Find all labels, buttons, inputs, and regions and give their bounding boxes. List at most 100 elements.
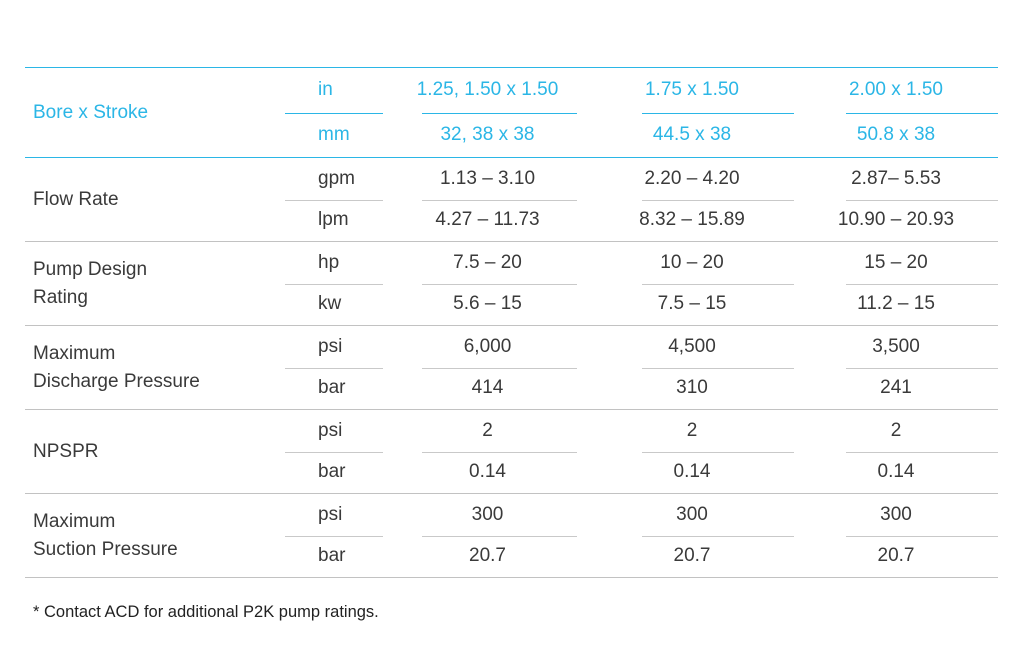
group-rule	[25, 493, 998, 494]
unit-label: lpm	[318, 209, 349, 231]
table-row: hp 7.5 – 20 10 – 20 15 – 20	[285, 242, 998, 284]
spec-group-label: NPSPR	[25, 410, 285, 493]
spec-group-label: Pump Design Rating	[25, 242, 285, 325]
row-divider	[846, 283, 998, 285]
row-divider	[285, 451, 383, 453]
table-cell: 414	[471, 377, 504, 399]
table-cell: 44.5 x 38	[652, 123, 732, 145]
unit-label: in	[318, 79, 333, 101]
row-divider	[422, 451, 577, 453]
table-row: lpm 4.27 – 11.73 8.32 – 15.89 10.90 – 20.93	[285, 199, 998, 242]
row-divider	[846, 367, 998, 369]
table-cell: 2	[686, 419, 698, 441]
table-row: kw 5.6 – 15 7.5 – 15 11.2 – 15	[285, 283, 998, 326]
spec-group-label-line: NPSPR	[33, 440, 99, 462]
table-cell: 1.75 x 1.50	[644, 79, 740, 101]
row-divider	[642, 535, 794, 537]
row-divider	[642, 199, 794, 201]
table-cell: 2.20 – 4.20	[644, 167, 740, 189]
bore-mm-row: mm 32, 38 x 38 44.5 x 38 50.8 x 38	[285, 112, 998, 158]
table-cell: 241	[880, 377, 912, 399]
spec-group-label-line: Rating	[33, 286, 88, 308]
table-row: bar 0.14 0.14 0.14	[285, 451, 998, 494]
row-divider	[422, 283, 577, 285]
table-cell: 2	[890, 419, 902, 441]
table-row: gpm 1.13 – 3.10 2.20 – 4.20 2.87– 5.53	[285, 158, 998, 200]
table-cell: 2	[482, 419, 493, 441]
bore-in-row: in 1.25, 1.50 x 1.50 1.75 x 1.50 2.00 x …	[285, 68, 998, 113]
row-divider	[422, 367, 577, 369]
table-cell: 15 – 20	[864, 251, 928, 273]
table-cell: 0.14	[469, 461, 506, 483]
table-row: psi 300 300 300	[285, 494, 998, 536]
table-row: psi 2 2 2	[285, 410, 998, 452]
spec-group-label: Flow Rate	[25, 158, 285, 241]
spec-group-label: Maximum Discharge Pressure	[25, 326, 285, 409]
row-divider	[285, 367, 383, 369]
spec-group-label-line: Suction Pressure	[33, 538, 178, 560]
row-divider	[642, 451, 794, 453]
table-cell: 3,500	[872, 335, 920, 357]
spec-group-label-line: Maximum	[33, 342, 116, 364]
row-divider	[642, 367, 794, 369]
footnote: * Contact ACD for additional P2K pump ra…	[33, 603, 379, 621]
group-rule	[25, 577, 998, 578]
table-row: psi 6,000 4,500 3,500	[285, 326, 998, 368]
row-divider	[846, 199, 998, 201]
table-top-rule	[25, 67, 998, 68]
row-divider	[422, 535, 577, 537]
row-divider	[846, 535, 998, 537]
spec-group-label-line: Discharge Pressure	[33, 370, 200, 392]
table-cell: 4,500	[668, 335, 716, 357]
spec-group-label: Maximum Suction Pressure	[25, 494, 285, 577]
table-cell: 7.5 – 20	[453, 251, 522, 273]
bore-bottom-rule	[25, 157, 998, 158]
bore-stroke-label: Bore x Stroke	[33, 101, 149, 123]
spec-table: Bore x Stroke in 1.25, 1.50 x 1.50 1.75 …	[25, 67, 998, 578]
table-cell: 6,000	[463, 335, 512, 357]
unit-label: hp	[318, 251, 340, 273]
row-divider	[846, 451, 998, 453]
row-divider	[285, 112, 383, 114]
table-row: bar 20.7 20.7 20.7	[285, 535, 998, 578]
table-cell: 32, 38 x 38	[440, 123, 535, 145]
spec-group-row: Pump Design Rating hp 7.5 – 20 10 – 20 15 – 2…	[25, 242, 998, 325]
table-cell: 5.6 – 15	[453, 293, 522, 315]
spec-group-row: Maximum Discharge Pressure psi 6,000 4,500 3,…	[25, 326, 998, 409]
table-cell: 20.7	[877, 545, 915, 567]
table-cell: 0.14	[673, 461, 711, 483]
table-cell: 1.25, 1.50 x 1.50	[416, 79, 559, 101]
bore-stroke-row: Bore x Stroke in 1.25, 1.50 x 1.50 1.75 …	[25, 68, 998, 157]
unit-label: psi	[318, 335, 343, 357]
table-cell: 300	[676, 503, 708, 525]
table-cell: 8.32 – 15.89	[639, 209, 745, 231]
table-cell: 20.7	[673, 545, 711, 567]
row-divider	[285, 199, 383, 201]
table-cell: 7.5 – 15	[657, 293, 727, 315]
group-rule	[25, 241, 998, 242]
table-cell: 20.7	[469, 545, 506, 567]
table-cell: 10 – 20	[660, 251, 724, 273]
spec-group-label-line: Maximum	[33, 510, 116, 532]
unit-label: bar	[318, 377, 346, 399]
table-cell: 300	[471, 503, 504, 525]
table-cell: 0.14	[877, 461, 915, 483]
table-cell: 300	[880, 503, 912, 525]
table-cell: 1.13 – 3.10	[439, 167, 536, 189]
unit-label: bar	[318, 461, 346, 483]
row-divider	[422, 199, 577, 201]
spec-group-label-line: Pump Design	[33, 258, 148, 280]
table-cell: 2.87– 5.53	[851, 167, 941, 189]
spec-group-row: NPSPR psi 2 2 2 bar 0.14 0.14 0.14	[25, 410, 998, 493]
table-row: bar 414 310 241	[285, 367, 998, 410]
row-divider	[285, 283, 383, 285]
row-divider	[285, 535, 383, 537]
row-divider	[642, 283, 794, 285]
unit-label: gpm	[318, 167, 355, 189]
unit-label: psi	[318, 503, 343, 525]
row-divider	[422, 112, 577, 114]
table-cell: 11.2 – 15	[857, 293, 935, 315]
table-cell: 2.00 x 1.50	[848, 79, 944, 101]
table-cell: 310	[676, 377, 708, 399]
unit-label: kw	[318, 293, 342, 315]
